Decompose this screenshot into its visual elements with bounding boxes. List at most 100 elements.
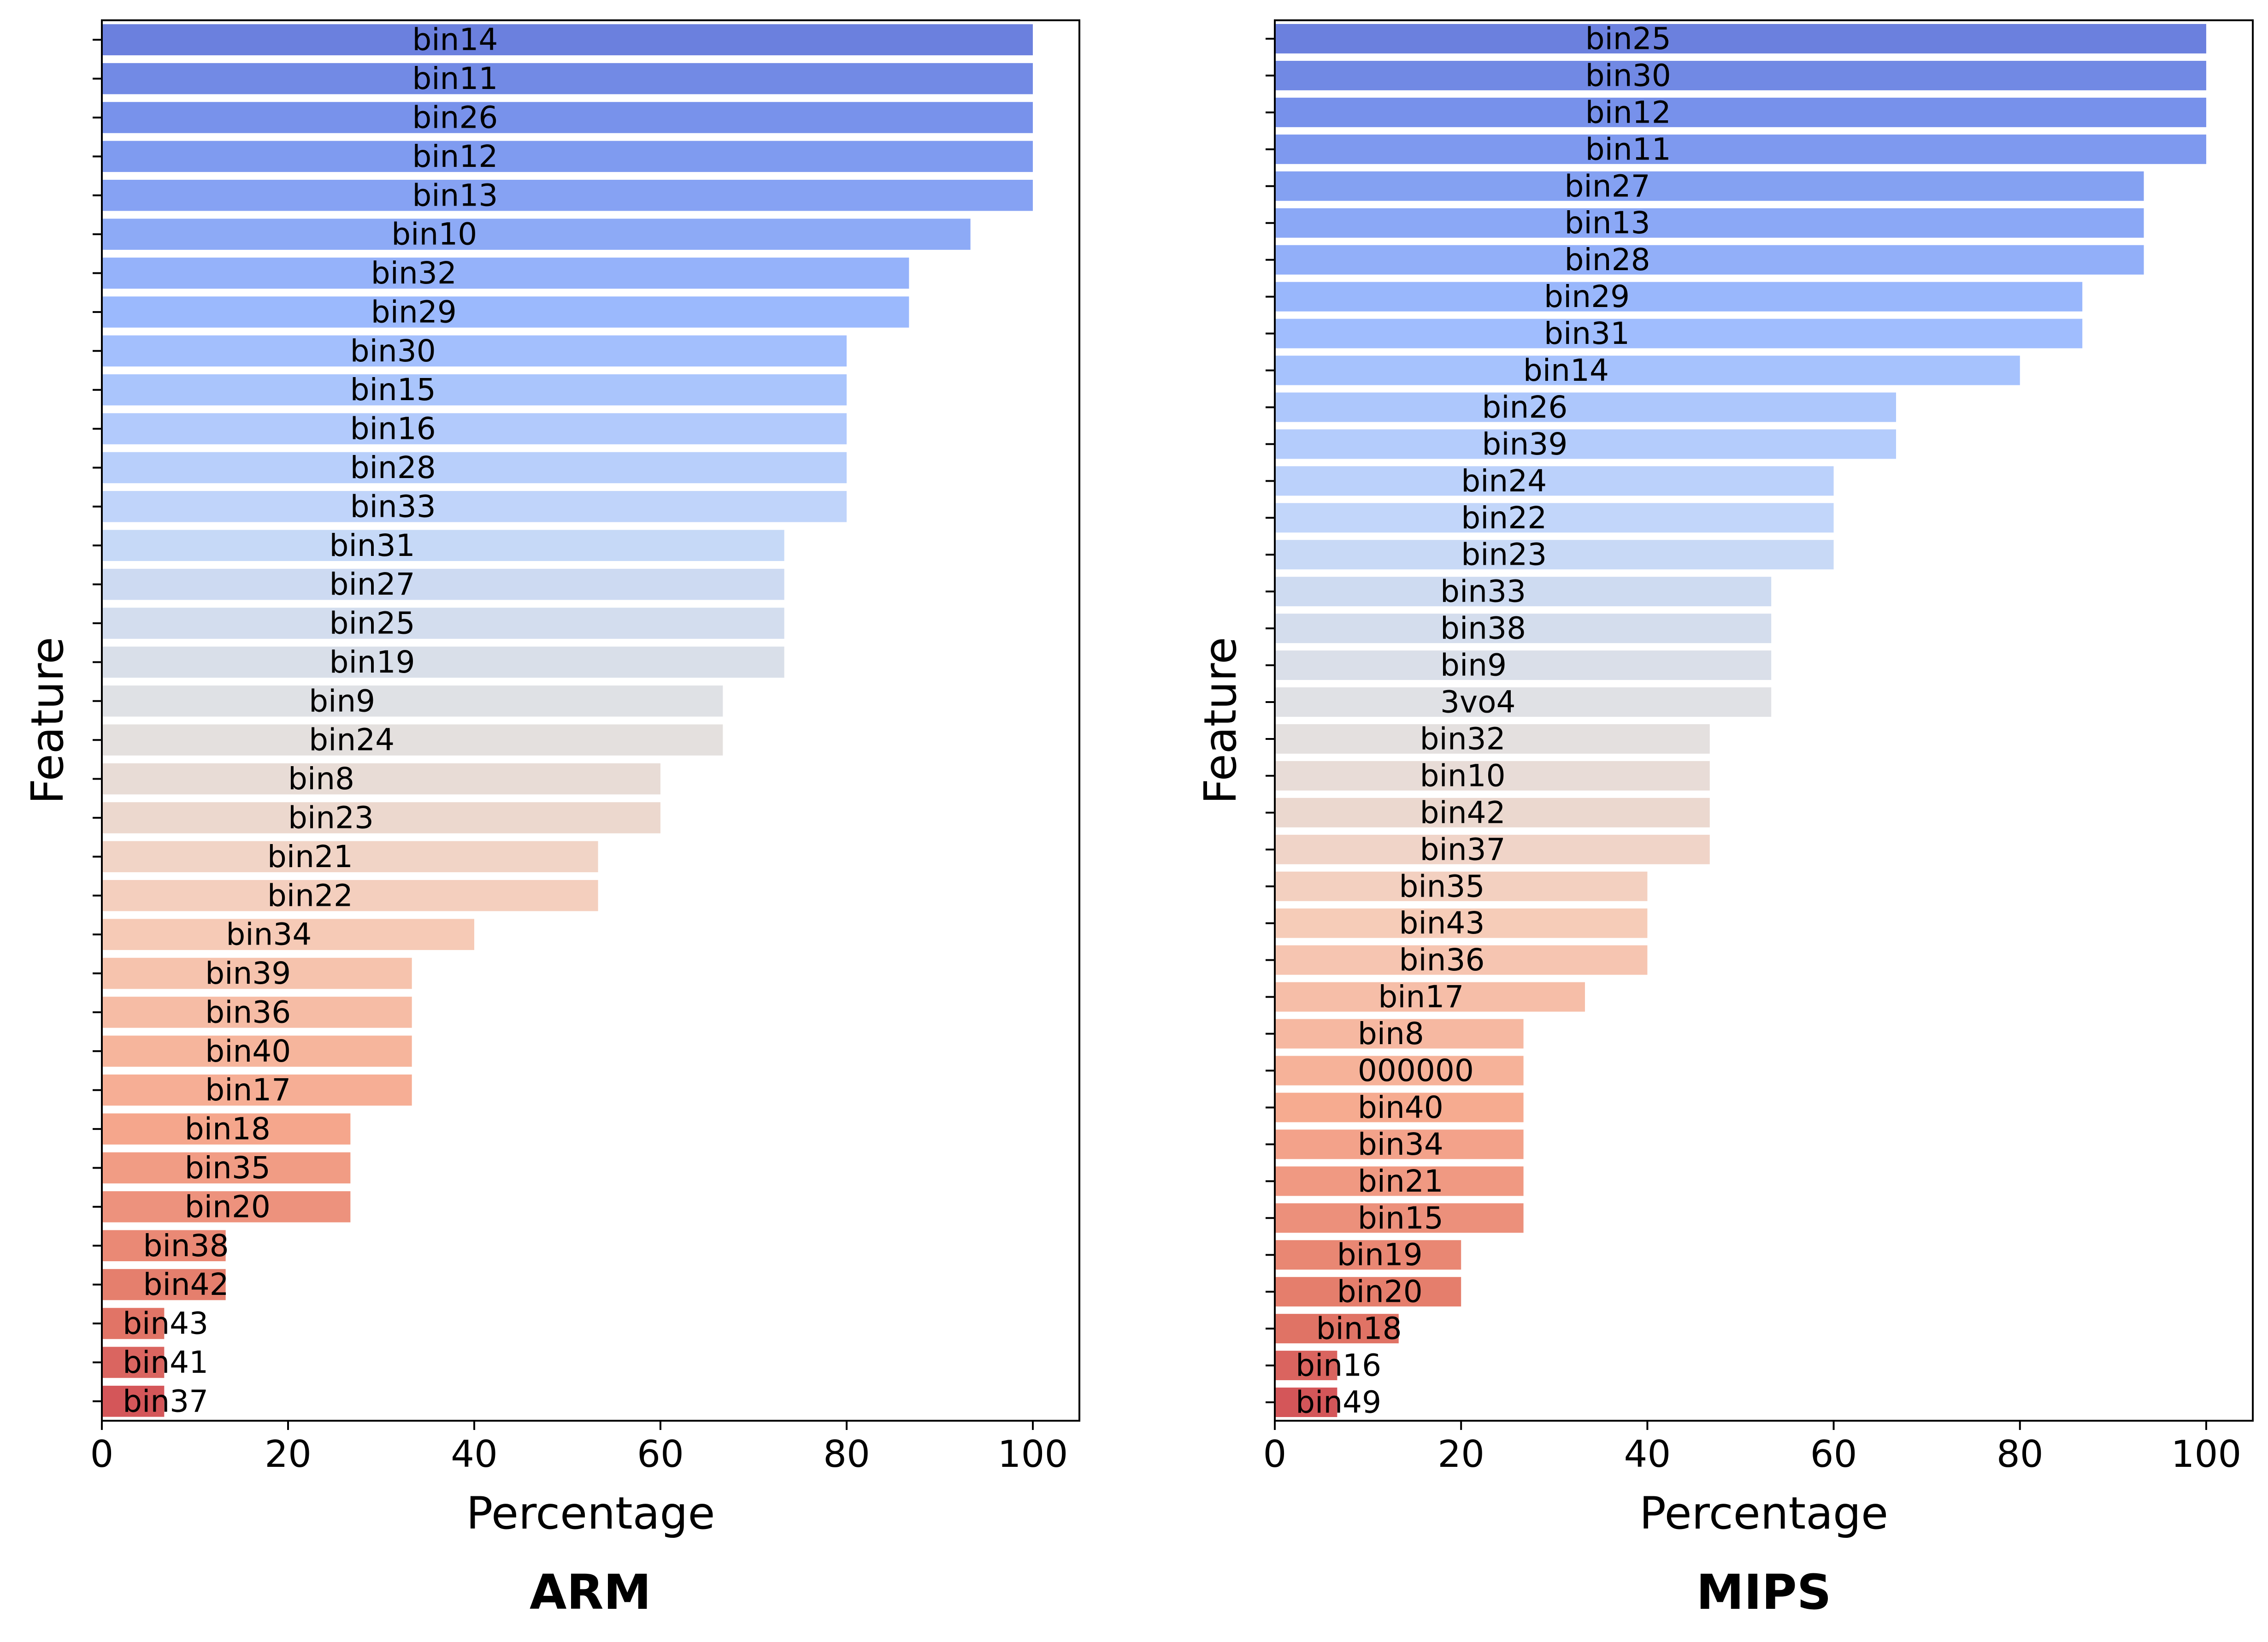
bar-bin28: [102, 452, 847, 484]
bar-bin21: [1275, 1166, 1524, 1196]
bar-label-bin24: bin24: [1461, 463, 1547, 499]
bar-label-bin17: bin17: [1378, 979, 1464, 1015]
bar-label-bin29: bin29: [371, 294, 457, 330]
bar-label-bin30: bin30: [1585, 58, 1671, 93]
bar-bin29: [102, 296, 909, 328]
bar-bin49: [1275, 1388, 1337, 1418]
bar-label-bin34: bin34: [1358, 1127, 1443, 1162]
x-tick-label-80: 80: [823, 1433, 870, 1476]
bar-label-bin12: bin12: [412, 139, 498, 174]
bar-label-bin13: bin13: [412, 177, 498, 213]
bar-label-bin16: bin16: [350, 411, 436, 447]
bar-bin23: [1275, 540, 1834, 570]
bar-label-bin38: bin38: [143, 1228, 229, 1264]
bar-label-bin12: bin12: [1585, 95, 1671, 130]
panel-title: ARM: [530, 1564, 651, 1620]
bar-label-bin42: bin42: [1420, 795, 1506, 830]
bar-label-bin25: bin25: [1585, 21, 1671, 56]
bar-label-bin21: bin21: [267, 839, 353, 874]
bar-bin9: [102, 685, 723, 717]
x-tick-label-60: 60: [1810, 1433, 1857, 1476]
bar-bin38: [102, 1230, 226, 1262]
bar-bin23: [102, 802, 660, 833]
bar-bin11: [1275, 134, 2206, 164]
bar-label-bin16: bin16: [1296, 1348, 1381, 1383]
bar-label-bin11: bin11: [412, 61, 498, 96]
bar-label-bin42: bin42: [143, 1267, 229, 1302]
bar-bin33: [1275, 577, 1772, 607]
bar-label-bin35: bin35: [185, 1150, 271, 1186]
x-tick-label-80: 80: [1997, 1433, 2044, 1476]
bar-label-bin20: bin20: [1337, 1274, 1423, 1310]
bar-label-bin31: bin31: [1544, 316, 1630, 351]
bar-label-bin27: bin27: [1565, 168, 1650, 204]
x-axis-label: Percentage: [1639, 1488, 1888, 1539]
bar-label-bin22: bin22: [267, 878, 353, 913]
bar-label-bin23: bin23: [1461, 537, 1547, 573]
bar-bin17: [102, 1074, 412, 1106]
bar-bin41: [102, 1347, 165, 1378]
bar-label-bin33: bin33: [1440, 574, 1526, 609]
bar-bin32: [102, 257, 909, 289]
x-tick-label-20: 20: [1437, 1433, 1485, 1476]
bar-bin8: [1275, 1019, 1524, 1049]
bar-label-bin27: bin27: [330, 567, 415, 602]
bar-label-3vo4: 3vo4: [1440, 685, 1515, 720]
bar-bin26: [102, 102, 1033, 133]
bar-label-bin19: bin19: [330, 644, 415, 680]
bar-bin27: [1275, 171, 2144, 201]
bar-label-bin10: bin10: [1420, 758, 1506, 793]
bar-label-bin37: bin37: [123, 1383, 208, 1419]
bar-bin24: [1275, 466, 1834, 496]
bar-000000: [1275, 1056, 1524, 1086]
bar-label-bin39: bin39: [1482, 426, 1567, 462]
bar-bin34: [1275, 1129, 1524, 1159]
bar-bin9: [1275, 650, 1772, 680]
bar-label-bin24: bin24: [309, 722, 395, 758]
bar-label-bin38: bin38: [1440, 611, 1526, 646]
bar-label-bin17: bin17: [205, 1072, 291, 1108]
bar-label-bin19: bin19: [1337, 1237, 1423, 1273]
bar-label-bin25: bin25: [330, 606, 415, 641]
x-tick-label-20: 20: [265, 1433, 312, 1476]
bar-label-bin29: bin29: [1544, 279, 1630, 314]
bar-bin19: [1275, 1240, 1461, 1270]
bar-bin33: [102, 491, 847, 522]
bar-bin11: [102, 63, 1033, 95]
bar-label-bin20: bin20: [185, 1189, 271, 1224]
x-tick-label-40: 40: [451, 1433, 498, 1476]
bar-bin37: [102, 1386, 165, 1417]
bar-label-bin15: bin15: [350, 372, 436, 408]
bar-label-bin41: bin41: [123, 1345, 208, 1380]
bar-label-bin15: bin15: [1358, 1200, 1443, 1236]
bar-bin43: [1275, 908, 1648, 938]
bar-bin14: [1275, 355, 2020, 385]
bar-label-bin26: bin26: [412, 100, 498, 135]
bar-label-bin36: bin36: [205, 994, 291, 1030]
bar-label-bin34: bin34: [226, 917, 312, 952]
bar-bin16: [102, 413, 847, 444]
bar-bin43: [102, 1308, 165, 1339]
bar-label-bin8: bin8: [1358, 1016, 1424, 1051]
bar-bin10: [102, 219, 971, 250]
bar-bin32: [1275, 724, 1710, 754]
bar-label-bin23: bin23: [288, 800, 374, 835]
bar-label-bin11: bin11: [1585, 131, 1671, 167]
bar-label-bin32: bin32: [371, 255, 457, 291]
bar-label-bin49: bin49: [1296, 1385, 1381, 1420]
bar-bin31: [1275, 319, 2083, 348]
bar-label-bin26: bin26: [1482, 390, 1567, 425]
bar-label-bin8: bin8: [288, 761, 354, 797]
bar-bin25: [102, 608, 784, 639]
x-tick-label-40: 40: [1624, 1433, 1671, 1476]
bar-bin22: [102, 880, 598, 911]
bar-bin28: [1275, 245, 2144, 275]
bar-bin42: [1275, 797, 1710, 827]
bar-bin39: [1275, 429, 1896, 459]
bar-bin40: [1275, 1093, 1524, 1122]
x-tick-label-100: 100: [998, 1433, 1068, 1476]
bar-bin10: [1275, 761, 1710, 791]
bar-bin39: [102, 957, 412, 989]
bar-bin8: [102, 763, 660, 795]
